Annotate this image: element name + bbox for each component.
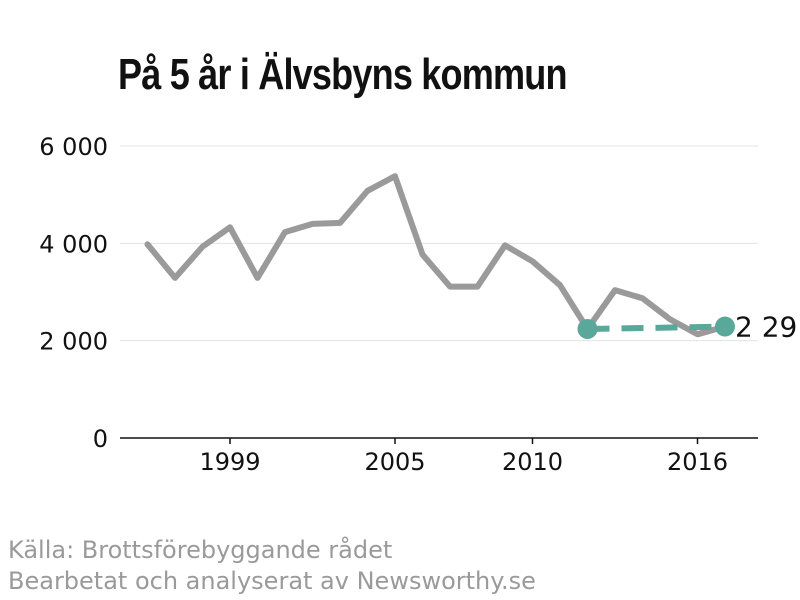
x-tick-label: 2010 [502, 448, 563, 476]
y-tick-label: 6 000 [39, 133, 108, 161]
y-tick-label: 2 000 [39, 328, 108, 356]
x-tick-label: 2005 [364, 448, 425, 476]
y-tick-label: 0 [93, 425, 108, 453]
credit-text: Bearbetat och analyserat av Newsworthy.s… [8, 567, 536, 595]
trend-line [587, 323, 726, 332]
trend-point [577, 318, 598, 339]
chart-title: På 5 år i Älvsbyns kommun [118, 50, 568, 99]
end-value-label: 2 29 [735, 311, 797, 344]
axes [120, 437, 758, 444]
series [144, 173, 735, 339]
x-tick-label: 1999 [199, 448, 260, 476]
source-text: Källa: Brottsförebyggande rådet [8, 536, 393, 564]
x-tick-label: 2016 [667, 448, 728, 476]
grid-lines [120, 145, 758, 342]
y-tick-label: 4 000 [39, 230, 108, 258]
trend-point [715, 316, 735, 337]
tick-labels: 0 2 000 4 000 6 000 1999 2005 2010 2016 2 29 [39, 133, 797, 476]
history-line [144, 173, 728, 338]
